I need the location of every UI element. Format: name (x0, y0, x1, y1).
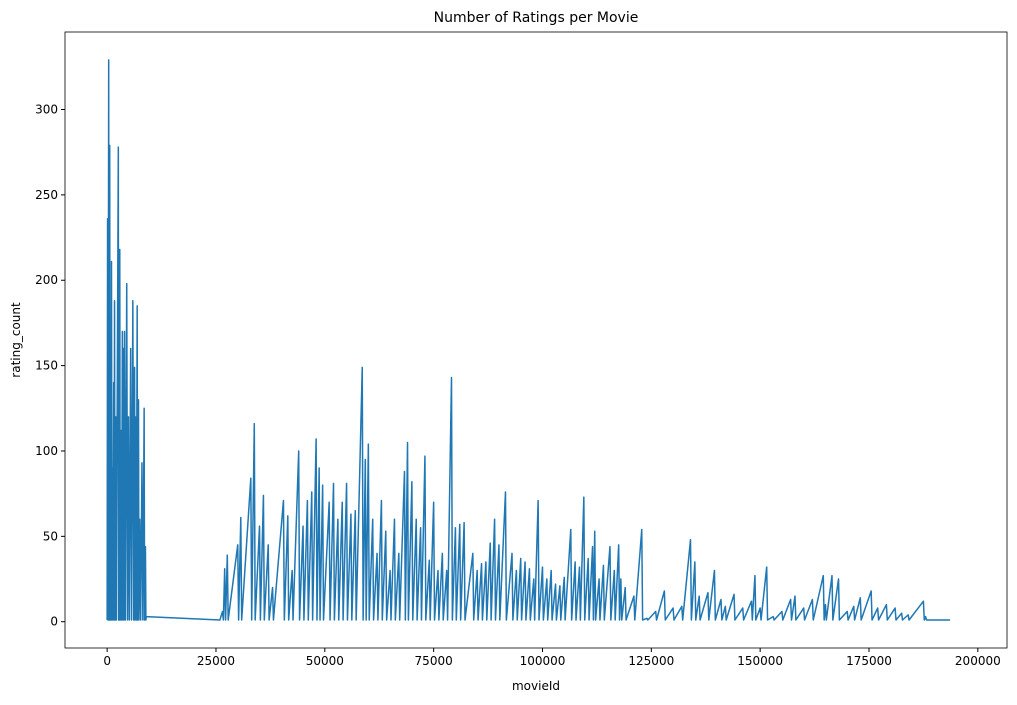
y-tick-label: 100 (35, 444, 58, 458)
chart-title: Number of Ratings per Movie (434, 10, 639, 26)
y-axis-label: rating_count (9, 302, 23, 378)
x-tick-label: 100000 (520, 654, 566, 668)
x-tick-label: 150000 (737, 654, 783, 668)
x-tick-label: 0 (103, 654, 111, 668)
y-tick-label: 50 (43, 529, 58, 543)
x-axis-label: movieId (512, 679, 560, 693)
data-line (106, 59, 951, 621)
y-tick-label: 250 (35, 188, 58, 202)
x-tick-label: 175000 (846, 654, 892, 668)
x-tick-label: 25000 (197, 654, 235, 668)
x-tick-label: 200000 (955, 654, 1001, 668)
plot-frame (64, 31, 1008, 649)
y-tick-label: 150 (35, 359, 58, 373)
y-tick-label: 0 (50, 615, 58, 629)
y-tick-label: 200 (35, 273, 58, 287)
x-tick-label: 75000 (415, 654, 453, 668)
x-tick-label: 125000 (628, 654, 674, 668)
x-tick-label: 50000 (306, 654, 344, 668)
y-tick-label: 300 (35, 103, 58, 117)
